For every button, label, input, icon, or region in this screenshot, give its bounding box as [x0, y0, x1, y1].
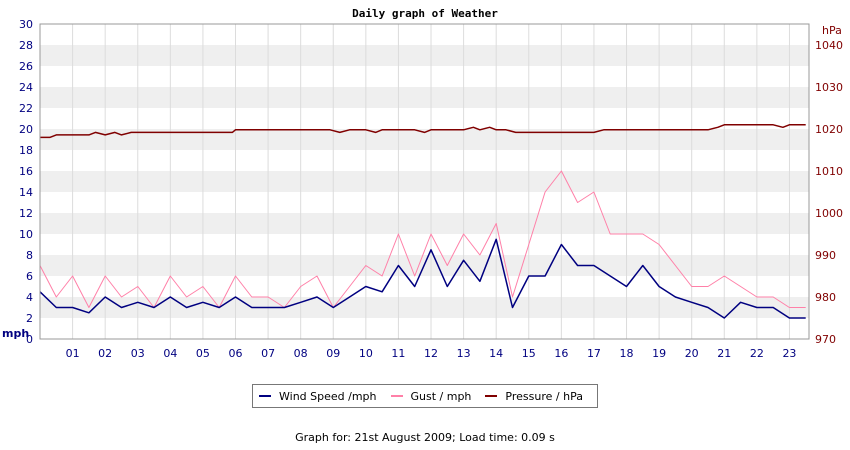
x-tick-label: 14 [489, 347, 503, 360]
right-tick-label: 1020 [815, 123, 843, 136]
wind-speed-line [39, 238, 806, 319]
right-tick-label: 1040 [815, 39, 843, 52]
left-tick-label: 16 [19, 165, 33, 178]
x-tick-label: 16 [554, 347, 568, 360]
pressure-swatch-icon [485, 395, 498, 397]
left-tick-label: 20 [19, 123, 33, 136]
plot-frame [39, 23, 810, 340]
left-tick-label: 12 [19, 207, 33, 220]
x-tick-label: 03 [131, 347, 145, 360]
x-tick-label: 10 [359, 347, 373, 360]
grid-band [40, 297, 809, 318]
left-tick-label: 26 [19, 60, 33, 73]
x-tick-label: 15 [522, 347, 536, 360]
left-tick-label: 28 [19, 39, 33, 52]
legend-label-wind: Wind Speed /mph [279, 389, 377, 403]
left-tick-label: 30 [19, 18, 33, 31]
grid-band [40, 129, 809, 150]
left-tick-label: 14 [19, 186, 33, 199]
legend-label-gust: Gust / mph [410, 389, 472, 403]
x-tick-label: 23 [782, 347, 796, 360]
x-tick-label: 12 [424, 347, 438, 360]
chart-title: Daily graph of Weather [352, 7, 498, 20]
x-tick-label: 22 [750, 347, 764, 360]
left-tick-label: 6 [26, 270, 33, 283]
x-tick-label: 17 [587, 347, 601, 360]
grid-band [40, 45, 809, 66]
legend-label-pressure: Pressure / hPa [505, 389, 583, 403]
left-tick-label: 18 [19, 144, 33, 157]
grid-band [40, 171, 809, 192]
gust-swatch-icon [390, 395, 403, 397]
right-tick-label: 980 [815, 291, 836, 304]
x-tick-label: 08 [294, 347, 308, 360]
right-tick-label: 970 [815, 333, 836, 346]
footer-text: Graph for: 21st August 2009; Load time: … [295, 431, 555, 444]
grid-bands [40, 45, 809, 318]
left-tick-label: 4 [26, 291, 33, 304]
right-tick-label: 1000 [815, 207, 843, 220]
grid-band [40, 213, 809, 234]
x-tick-label: 02 [98, 347, 112, 360]
pressure-line [40, 124, 806, 139]
gust-line [39, 170, 806, 308]
left-tick-label: 24 [19, 81, 33, 94]
left-tick-label: 22 [19, 102, 33, 115]
x-tick-label: 11 [391, 347, 405, 360]
grid-band [40, 87, 809, 108]
x-axis-ticks: 01 02 03 04 05 06 07 08 09 10 11 12 13 14 15 16 17 18 19 20… [66, 347, 797, 360]
x-tick-label: 19 [652, 347, 666, 360]
series-layer [39, 124, 806, 319]
x-tick-label: 18 [620, 347, 634, 360]
wind-swatch-icon [259, 395, 271, 397]
legend-item-gust: Gust / mph [390, 389, 472, 403]
right-tick-label: 1030 [815, 81, 843, 94]
x-tick-label: 09 [326, 347, 340, 360]
x-tick-label: 21 [717, 347, 731, 360]
right-tick-label: 1010 [815, 165, 843, 178]
right-tick-label: 990 [815, 249, 836, 262]
left-axis-unit: mph [2, 327, 29, 340]
x-tick-label: 05 [196, 347, 210, 360]
legend-item-wind: Wind Speed /mph [259, 390, 377, 403]
left-tick-label: 2 [26, 312, 33, 325]
x-tick-label: 04 [163, 347, 177, 360]
right-axis-unit: hPa [822, 24, 842, 37]
x-tick-label: 01 [66, 347, 80, 360]
left-tick-label: 10 [19, 228, 33, 241]
x-tick-label: 06 [229, 347, 243, 360]
legend: Wind Speed /mph Gust / mph Pressure / hP… [252, 384, 598, 408]
legend-item-pressure: Pressure / hPa [485, 390, 583, 403]
right-axis-ticks: 970 980 990 1000 1010 1020 1030 1040 [815, 39, 843, 346]
x-tick-label: 20 [685, 347, 699, 360]
x-tick-label: 13 [457, 347, 471, 360]
left-tick-label: 0 [26, 333, 33, 346]
x-tick-label: 07 [261, 347, 275, 360]
left-tick-label: 8 [26, 249, 33, 262]
